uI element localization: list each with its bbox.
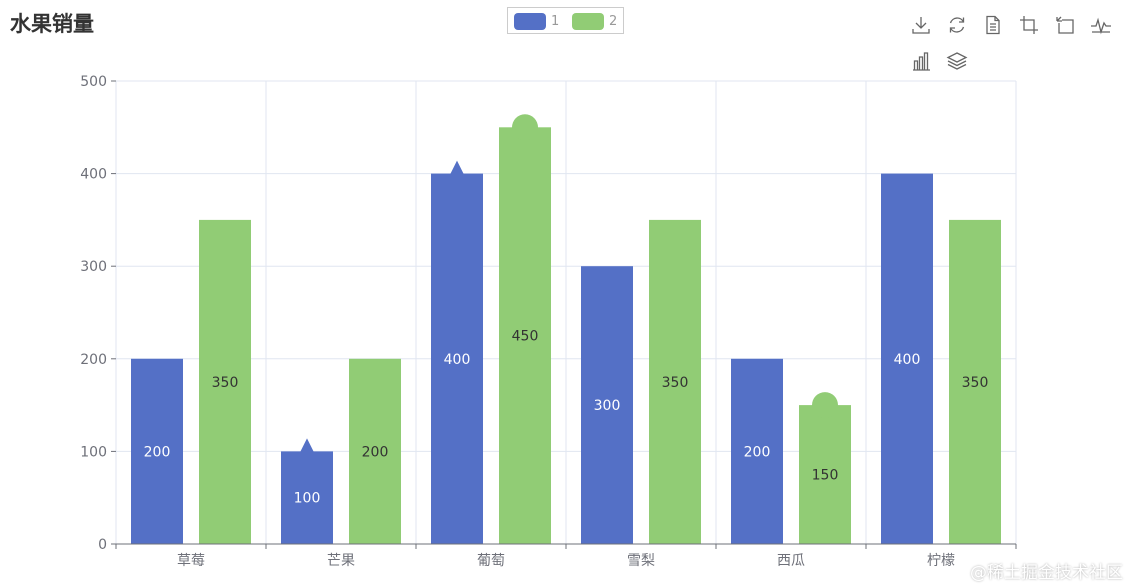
bar-series-2-西瓜[interactable] (799, 405, 851, 544)
bar-value-label: 200 (744, 444, 771, 460)
legend-item-series-2[interactable]: 2 (572, 12, 617, 30)
bar-series-1-柠檬[interactable] (881, 173, 933, 544)
bar-value-label: 350 (212, 375, 239, 391)
bar-series-1-草莓[interactable] (131, 358, 183, 544)
legend-swatch-series-1 (514, 12, 546, 30)
y-tick-label: 500 (80, 74, 107, 90)
marker-circle (512, 114, 538, 141)
zoom-reset-icon[interactable] (1051, 12, 1079, 38)
x-tick-label: 芒果 (327, 553, 355, 569)
toolbox (905, 10, 1125, 80)
y-tick-label: 100 (80, 444, 107, 460)
bar-value-label: 150 (812, 468, 839, 484)
bar-series-1-芒果[interactable] (281, 451, 333, 544)
legend: 1 2 (507, 7, 624, 34)
chart-title: 水果销量 (10, 12, 94, 36)
bar-series-2-草莓[interactable] (199, 219, 251, 544)
bar-series-2-葡萄[interactable] (499, 127, 551, 545)
bar-series-2-柠檬[interactable] (949, 219, 1001, 544)
bar-value-label: 200 (362, 444, 389, 460)
y-tick-label: 400 (80, 167, 107, 183)
bar-series-1-葡萄[interactable] (431, 173, 483, 544)
marker-triangle (300, 438, 314, 453)
legend-label-series-2: 2 (609, 13, 618, 29)
bar-value-label: 400 (444, 352, 471, 368)
stack-icon[interactable] (943, 48, 971, 74)
x-tick-label: 草莓 (177, 553, 205, 569)
line-switch-icon[interactable] (1087, 12, 1115, 38)
bar-value-label: 450 (512, 329, 539, 345)
bar-value-label: 400 (894, 352, 921, 368)
legend-label-series-1: 1 (551, 13, 560, 29)
x-tick-label: 葡萄 (477, 553, 505, 569)
bar-switch-icon[interactable] (907, 48, 935, 74)
download-icon[interactable] (907, 12, 935, 38)
legend-swatch-series-2 (572, 12, 604, 30)
watermark: @稀土掘金技术社区 (970, 563, 1123, 583)
y-tick-label: 0 (98, 537, 107, 553)
bar-value-label: 350 (962, 375, 989, 391)
data-view-icon[interactable] (979, 12, 1007, 38)
x-tick-label: 柠檬 (927, 553, 955, 569)
legend-item-series-1[interactable]: 1 (514, 12, 559, 30)
bar-series-1-雪梨[interactable] (581, 266, 633, 544)
bar-value-label: 300 (594, 398, 621, 414)
marker-triangle (450, 160, 464, 175)
marker-circle (812, 392, 838, 419)
x-tick-label: 雪梨 (627, 553, 655, 569)
bar-value-label: 100 (294, 491, 321, 507)
zoom-icon[interactable] (1015, 12, 1043, 38)
y-tick-label: 300 (80, 259, 107, 275)
x-tick-label: 西瓜 (777, 553, 805, 569)
bar-value-label: 200 (144, 444, 171, 460)
bar-series-2-雪梨[interactable] (649, 219, 701, 544)
bar-series-2-芒果[interactable] (349, 358, 401, 544)
y-tick-label: 200 (80, 352, 107, 368)
refresh-icon[interactable] (943, 12, 971, 38)
bar-value-label: 350 (662, 375, 689, 391)
bar-series-1-西瓜[interactable] (731, 358, 783, 544)
